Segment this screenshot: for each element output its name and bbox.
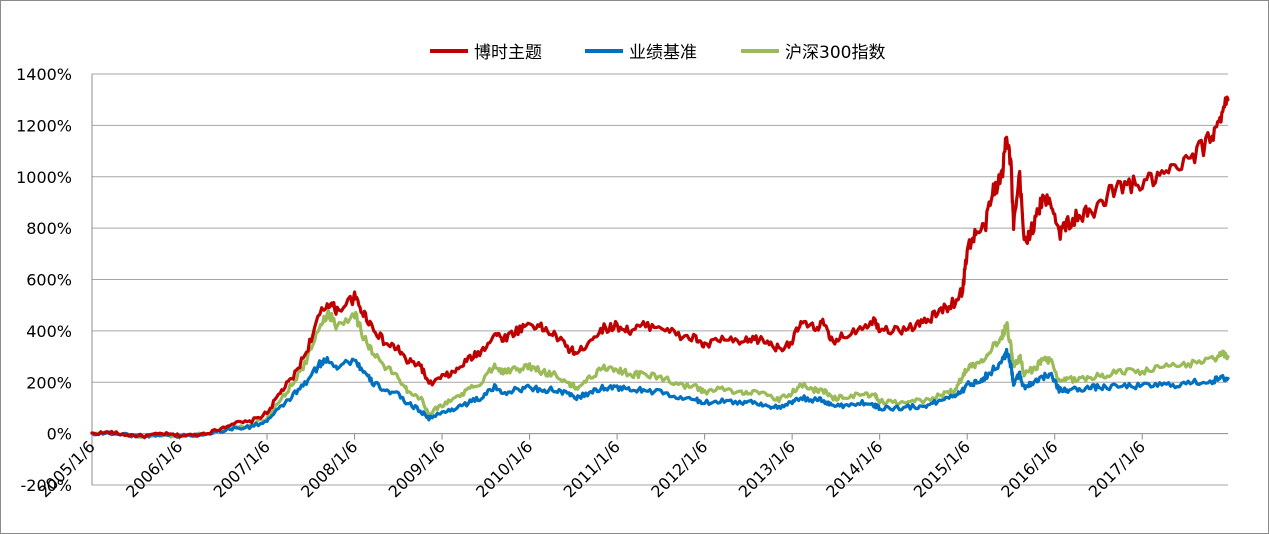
series-line-3 [90, 308, 1230, 440]
y-tick-labels: -200% 0% 200% 400% 600% 800% 1000% 1200% 1400% [16, 65, 72, 495]
x-tick-label: 2009/1/6 [385, 437, 449, 501]
legend-label: 博时主题 [474, 43, 542, 63]
axes [91, 74, 1228, 485]
x-tick-label: 2017/1/6 [1085, 437, 1149, 501]
legend-label: 业绩基准 [629, 43, 697, 63]
y-tick-label: 1400% [16, 65, 72, 84]
x-tick-label: 2016/1/6 [997, 437, 1061, 501]
legend: 博时主题 业绩基准 沪深300指数 [430, 43, 885, 63]
x-tick-label: 2012/1/6 [647, 437, 711, 501]
x-tick-labels: 2005/1/6 2006/1/6 2007/1/6 2008/1/6 2009/1/6… [35, 437, 1149, 501]
x-tick-label: 2010/1/6 [472, 437, 536, 501]
y-tick-label: 200% [26, 373, 72, 392]
y-tick-label: 800% [26, 219, 72, 238]
x-tick-label: 2013/1/6 [735, 437, 799, 501]
x-tick-label: 2015/1/6 [910, 437, 974, 501]
x-tick-label: 2011/1/6 [560, 437, 624, 501]
y-tick-label: 400% [26, 322, 72, 341]
x-tick-label: 2007/1/6 [210, 437, 274, 501]
legend-label: 沪深300指数 [785, 43, 885, 63]
x-tick-label: 2008/1/6 [297, 437, 361, 501]
series-line-2 [90, 347, 1230, 439]
y-tick-label: 1000% [16, 168, 72, 187]
x-tick-label: 2014/1/6 [822, 437, 886, 501]
y-tick-label: 1200% [16, 116, 72, 135]
y-tick-label: 0% [47, 425, 72, 444]
y-tick-label: -200% [20, 476, 72, 495]
series-line-1 [90, 95, 1230, 440]
y-tick-label: 600% [26, 271, 72, 290]
x-tick-label: 2006/1/6 [122, 437, 186, 501]
series-lines [90, 95, 1230, 440]
